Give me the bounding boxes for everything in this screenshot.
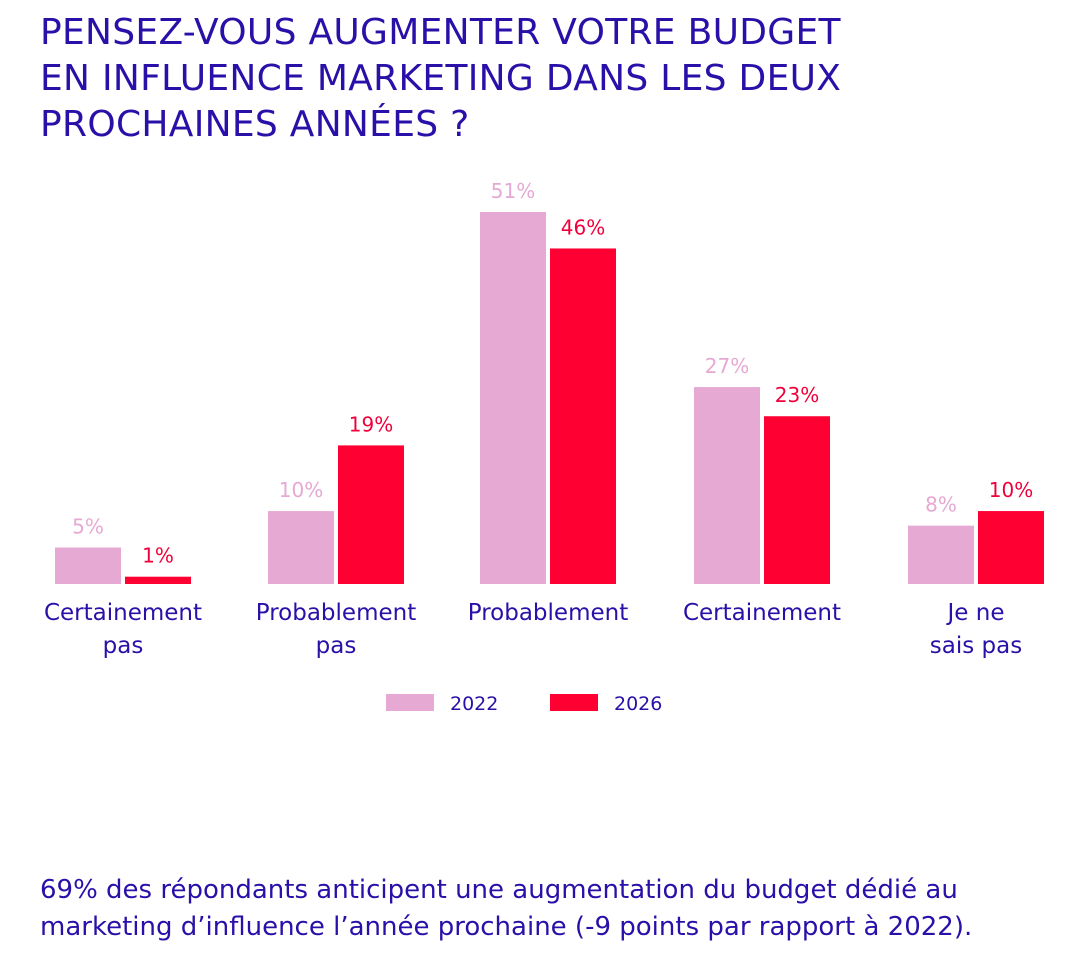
category-label: Probablement [256,600,416,626]
value-label: 5% [72,515,104,539]
value-label: 23% [775,383,819,407]
chart-title: PENSEZ-VOUS AUGMENTER VOTRE BUDGET EN IN… [40,10,940,148]
value-label: 10% [279,478,323,502]
legend-swatch-2026 [550,694,598,711]
title-line: PROCHAINES ANNÉES ? [40,104,470,145]
category-label: Je ne [946,600,1005,626]
bar-2026 [550,248,616,584]
bar-2026 [338,445,404,584]
category-label: Certainement [683,600,841,626]
legend: 2022 2026 [386,693,662,715]
category-labels: Certainement pas Probablement pas Probableme… [44,600,1022,659]
value-label: 19% [349,412,393,436]
bars-group: 5% 1% 10% 19% 51% 46% 27% 23% 8% 10% [55,179,1044,584]
value-label: 8% [925,493,957,517]
bar-2026 [764,416,830,584]
legend-swatch-2022 [386,694,434,711]
value-label: 1% [142,544,174,568]
title-line: PENSEZ-VOUS AUGMENTER VOTRE BUDGET [40,12,841,53]
legend-label: 2026 [614,693,662,715]
footnote-line: 69% des répondants anticipent une augmen… [40,875,958,905]
category-label: Certainement [44,600,202,626]
bar-2022 [908,525,974,584]
category-label: pas [316,633,357,659]
bar-2026 [978,511,1044,584]
footnote: 69% des répondants anticipent une augmen… [40,872,1080,946]
bar-2026 [125,576,191,584]
category-label: pas [103,633,144,659]
value-label: 10% [989,478,1033,502]
bar-2022 [480,212,546,584]
value-label: 46% [561,215,605,239]
legend-label: 2022 [450,693,498,715]
bar-2022 [268,511,334,584]
bar-2022 [694,387,760,584]
category-label: Probablement [468,600,628,626]
category-label: sais pas [930,633,1022,659]
bar-2022 [55,547,121,584]
value-label: 27% [705,354,749,378]
footnote-line: marketing d’influence l’année prochaine … [40,912,973,942]
title-line: EN INFLUENCE MARKETING DANS LES DEUX [40,58,842,99]
value-label: 51% [491,179,535,203]
